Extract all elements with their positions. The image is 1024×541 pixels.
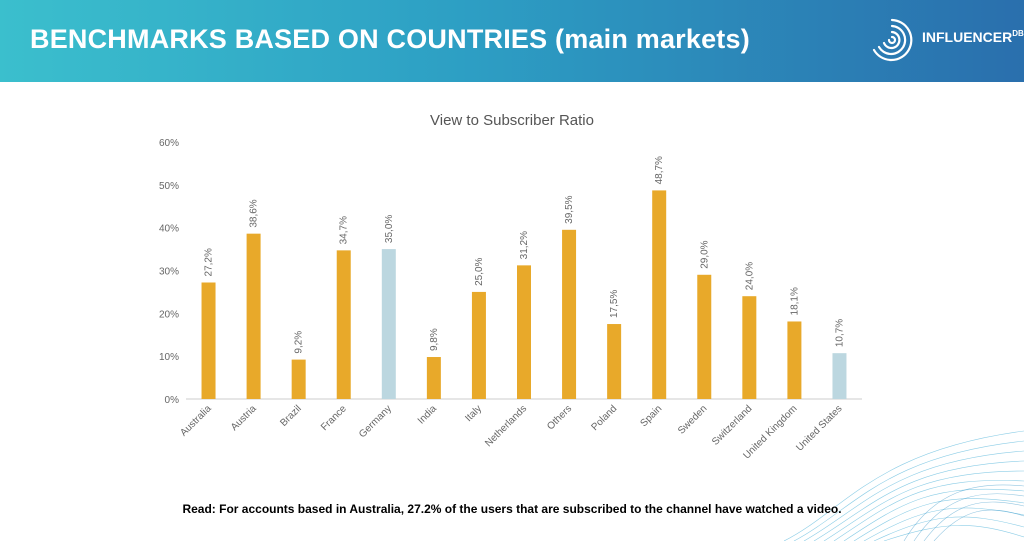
data-label: 10,7% bbox=[834, 319, 845, 347]
logo-text: INFLUENCERDB bbox=[922, 29, 1024, 45]
influencerdb-logo: INFLUENCERDB bbox=[868, 10, 1024, 72]
bar bbox=[562, 229, 577, 399]
y-tick-label: 20% bbox=[159, 309, 179, 320]
bar bbox=[652, 190, 667, 399]
bar bbox=[426, 357, 441, 399]
x-tick-label: Netherlands bbox=[483, 403, 529, 449]
data-label: 17,5% bbox=[609, 290, 620, 318]
x-tick-label: India bbox=[416, 403, 439, 426]
bar bbox=[246, 233, 261, 399]
y-tick-label: 40% bbox=[159, 224, 179, 235]
data-label: 34,7% bbox=[339, 216, 350, 244]
y-tick-label: 0% bbox=[165, 395, 180, 406]
bar bbox=[832, 353, 847, 399]
page-title: BENCHMARKS BASED ON COUNTRIES (main mark… bbox=[30, 24, 750, 54]
bar bbox=[336, 250, 351, 399]
data-label: 38,6% bbox=[249, 199, 260, 227]
y-tick-label: 30% bbox=[159, 267, 179, 278]
y-tick-label: 50% bbox=[159, 181, 179, 192]
x-tick-label: Others bbox=[545, 403, 574, 432]
bar bbox=[742, 296, 757, 399]
x-tick-label: Poland bbox=[589, 403, 619, 433]
x-tick-label: Austria bbox=[229, 403, 259, 433]
x-tick-label: Germany bbox=[357, 403, 394, 440]
x-tick-label: Spain bbox=[638, 403, 664, 429]
x-tick-label: Sweden bbox=[676, 403, 709, 436]
data-label: 27,2% bbox=[204, 248, 215, 276]
header-banner: BENCHMARKS BASED ON COUNTRIES (main mark… bbox=[0, 0, 1024, 82]
y-tick-label: 10% bbox=[159, 352, 179, 363]
data-label: 25,0% bbox=[474, 257, 485, 285]
data-label: 35,0% bbox=[384, 215, 395, 243]
bar bbox=[471, 291, 486, 399]
data-label: 18,1% bbox=[789, 287, 800, 315]
x-tick-label: Australia bbox=[178, 403, 214, 439]
bar bbox=[607, 324, 622, 399]
data-label: 9,8% bbox=[429, 328, 440, 351]
logo-rings-icon bbox=[872, 18, 913, 62]
bar bbox=[291, 359, 306, 399]
x-tick-label: Brazil bbox=[278, 403, 303, 428]
x-tick-label: United States bbox=[794, 403, 844, 453]
bar bbox=[201, 282, 216, 399]
data-label: 24,0% bbox=[744, 262, 755, 290]
bar bbox=[381, 249, 396, 399]
logo-wordmark: INFLUENCER bbox=[922, 29, 1013, 45]
data-label: 39,5% bbox=[564, 195, 575, 223]
footer-note: Read: For accounts based in Australia, 2… bbox=[182, 502, 842, 516]
data-label: 9,2% bbox=[294, 331, 305, 354]
x-tick-label: Switzerland bbox=[710, 403, 754, 447]
bar bbox=[697, 274, 712, 399]
data-label: 31,2% bbox=[519, 231, 530, 259]
x-tick-label: Italy bbox=[463, 403, 484, 424]
data-label: 48,7% bbox=[654, 156, 665, 184]
chart-title: View to Subscriber Ratio bbox=[430, 112, 594, 129]
decorative-wave-mesh bbox=[784, 430, 1024, 541]
bar bbox=[517, 265, 531, 399]
y-tick-label: 60% bbox=[159, 138, 179, 149]
data-label: 29,0% bbox=[699, 240, 710, 268]
bar bbox=[787, 321, 802, 399]
logo-superscript: DB bbox=[1012, 29, 1024, 38]
x-tick-label: France bbox=[319, 403, 349, 433]
